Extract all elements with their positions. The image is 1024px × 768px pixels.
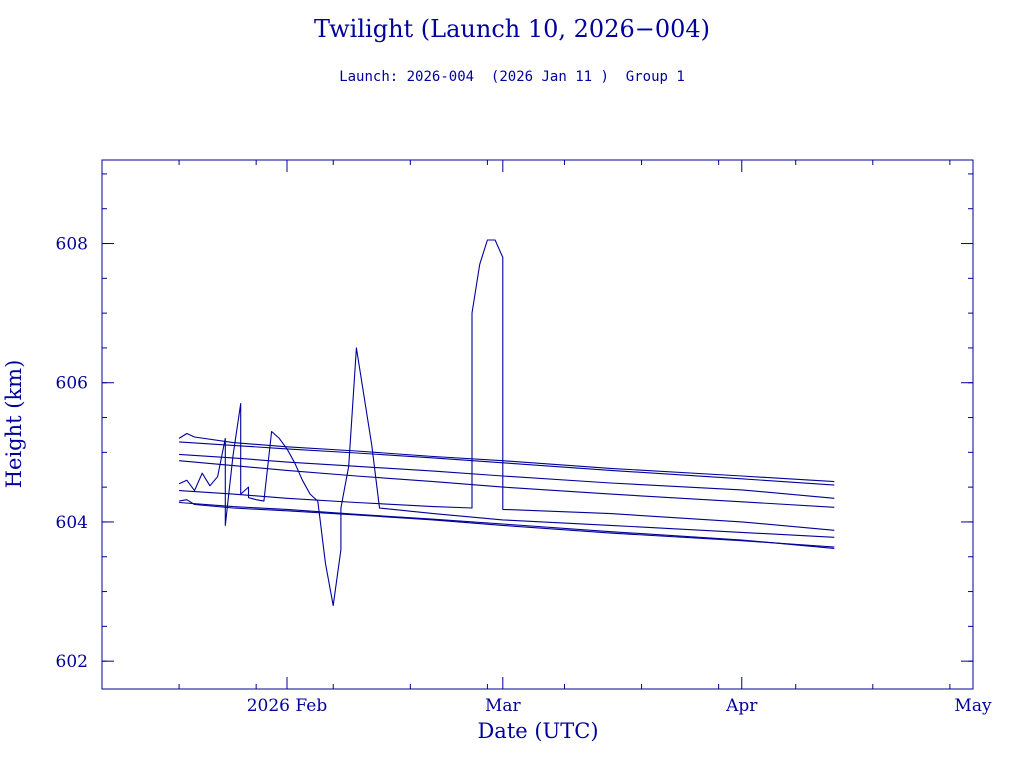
y-axis-label: Height (km) <box>2 360 26 489</box>
x-tick-labels: 2026 Feb Mar Apr May <box>247 696 992 716</box>
axis-ticks <box>101 160 974 689</box>
x-tick-label: Apr <box>725 696 758 716</box>
series-line-5 <box>178 347 835 607</box>
series-line-2 <box>179 441 835 486</box>
y-tick-labels: 602 604 606 608 <box>56 235 88 673</box>
series-line-4 <box>179 460 835 508</box>
series-line-8 <box>179 501 835 549</box>
x-tick-label: Mar <box>485 696 522 716</box>
x-axis-label: Date (UTC) <box>477 719 598 743</box>
y-tick-label: 608 <box>56 235 88 255</box>
series-line-7 <box>179 499 835 548</box>
y-tick-label: 602 <box>56 652 88 672</box>
chart-title: Twilight (Launch 10, 2026−004) <box>314 15 710 43</box>
plot-frame <box>101 159 974 690</box>
y-tick-label: 604 <box>56 513 88 533</box>
series-line-3 <box>179 453 835 499</box>
chart-subtitle: Launch: 2026-004 (2026 Jan 11 ) Group 1 <box>339 69 685 85</box>
x-tick-label: May <box>954 696 992 716</box>
series-line-1 <box>178 432 835 483</box>
y-tick-label: 606 <box>56 374 88 394</box>
series-lines <box>178 239 835 607</box>
series-line-6 <box>179 239 835 531</box>
x-tick-label: 2026 Feb <box>247 696 328 716</box>
